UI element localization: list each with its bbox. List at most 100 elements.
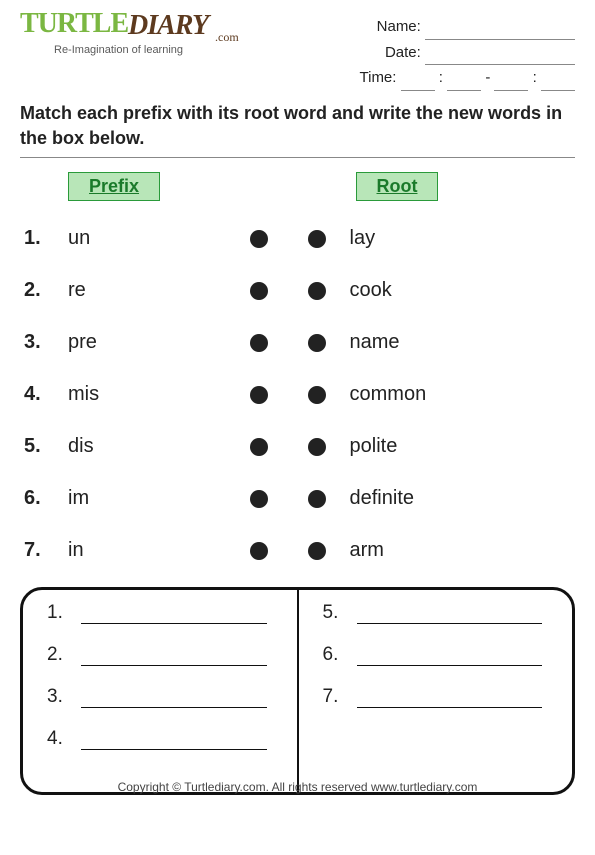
- row-number: 6.: [24, 487, 68, 510]
- row-number: 7.: [24, 539, 68, 562]
- match-dot-right[interactable]: [308, 542, 326, 560]
- match-dot-right[interactable]: [308, 282, 326, 300]
- worksheet-page: TURTLE DIARY .com Re-Imagination of lear…: [0, 0, 595, 855]
- row-number: 1.: [24, 227, 68, 250]
- root-row: definite: [298, 473, 572, 525]
- answer-input-line[interactable]: [81, 749, 267, 750]
- match-dot-left[interactable]: [250, 542, 268, 560]
- root-row: cook: [298, 265, 572, 317]
- divider: [20, 157, 575, 158]
- root-row: polite: [298, 421, 572, 473]
- answer-input-line[interactable]: [357, 665, 543, 666]
- meta-date-row: Date:: [360, 40, 576, 66]
- time-h1-line[interactable]: [401, 90, 435, 91]
- answer-number: 1.: [47, 602, 81, 624]
- prefix-word: mis: [68, 383, 250, 406]
- prefix-row: 1.un: [24, 213, 298, 265]
- root-word: definite: [350, 487, 572, 510]
- match-dot-right[interactable]: [308, 438, 326, 456]
- meta-name-row: Name:: [360, 14, 576, 40]
- prefix-word: im: [68, 487, 250, 510]
- match-dot-left[interactable]: [250, 490, 268, 508]
- match-dot-right[interactable]: [308, 230, 326, 248]
- answer-number: 5.: [323, 602, 357, 624]
- prefix-row: 4.mis: [24, 369, 298, 421]
- answer-box: 1. 2. 3. 4. 5. 6. 7.: [20, 587, 575, 795]
- root-word: common: [350, 383, 572, 406]
- answer-row: 7.: [323, 686, 555, 708]
- logo: TURTLE DIARY .com Re-Imagination of lear…: [20, 12, 250, 72]
- root-column: Root lay cook name common polite definite arm: [298, 172, 572, 577]
- answer-input-line[interactable]: [357, 623, 543, 624]
- prefix-row: 5.dis: [24, 421, 298, 473]
- answer-number: 7.: [323, 686, 357, 708]
- prefix-row: 7.in: [24, 525, 298, 577]
- row-number: 4.: [24, 383, 68, 406]
- time-label: Time:: [360, 69, 397, 86]
- time-sep3: :: [533, 69, 537, 86]
- row-number: 3.: [24, 331, 68, 354]
- prefix-word: dis: [68, 435, 250, 458]
- prefix-word: pre: [68, 331, 250, 354]
- root-header-chip: Root: [356, 172, 439, 201]
- footer-copyright: Copyright © Turtlediary.com. All rights …: [0, 780, 595, 794]
- root-word: lay: [350, 227, 572, 250]
- date-label: Date:: [385, 44, 421, 61]
- match-dot-left[interactable]: [250, 282, 268, 300]
- answer-row: 1.: [47, 602, 279, 624]
- row-number: 2.: [24, 279, 68, 302]
- prefix-word: re: [68, 279, 250, 302]
- match-dot-left[interactable]: [250, 230, 268, 248]
- prefix-word: in: [68, 539, 250, 562]
- logo-suffix: .com: [215, 30, 239, 45]
- logo-word-diary: DIARY: [128, 10, 208, 42]
- answer-row: 5.: [323, 602, 555, 624]
- root-word: polite: [350, 435, 572, 458]
- match-dot-left[interactable]: [250, 438, 268, 456]
- row-number: 5.: [24, 435, 68, 458]
- answer-row: 2.: [47, 644, 279, 666]
- prefix-row: 2.re: [24, 265, 298, 317]
- logo-word-turtle: TURTLE: [20, 8, 128, 40]
- time-m2-line[interactable]: [541, 90, 575, 91]
- answer-number: 2.: [47, 644, 81, 666]
- root-row: lay: [298, 213, 572, 265]
- prefix-word: un: [68, 227, 250, 250]
- time-sep2: -: [485, 69, 490, 86]
- match-dot-left[interactable]: [250, 334, 268, 352]
- prefix-row: 3.pre: [24, 317, 298, 369]
- root-row: arm: [298, 525, 572, 577]
- match-dot-left[interactable]: [250, 386, 268, 404]
- root-row: name: [298, 317, 572, 369]
- answer-input-line[interactable]: [357, 707, 543, 708]
- root-row: common: [298, 369, 572, 421]
- meta-time-row: Time: : - :: [360, 65, 576, 91]
- match-dot-right[interactable]: [308, 334, 326, 352]
- answer-number: 4.: [47, 728, 81, 750]
- answer-input-line[interactable]: [81, 623, 267, 624]
- answer-row: 3.: [47, 686, 279, 708]
- answer-input-line[interactable]: [81, 665, 267, 666]
- answer-col-right: 5. 6. 7.: [299, 590, 573, 792]
- answer-col-left: 1. 2. 3. 4.: [23, 590, 299, 792]
- prefix-row: 6.im: [24, 473, 298, 525]
- prefix-column: Prefix 1.un2.re3.pre4.mis5.dis6.im7.in: [24, 172, 298, 577]
- root-word: name: [350, 331, 572, 354]
- match-dot-right[interactable]: [308, 490, 326, 508]
- time-sep1: :: [439, 69, 443, 86]
- answer-number: 3.: [47, 686, 81, 708]
- matching-area: Prefix 1.un2.re3.pre4.mis5.dis6.im7.in R…: [20, 172, 575, 577]
- logo-tagline: Re-Imagination of learning: [54, 44, 183, 56]
- answer-row: 6.: [323, 644, 555, 666]
- root-word: arm: [350, 539, 572, 562]
- answer-number: 6.: [323, 644, 357, 666]
- header-row: TURTLE DIARY .com Re-Imagination of lear…: [20, 12, 575, 91]
- time-h2-line[interactable]: [494, 90, 528, 91]
- prefix-header-chip: Prefix: [68, 172, 160, 201]
- meta-block: Name: Date: Time: : - :: [360, 12, 576, 91]
- answer-input-line[interactable]: [81, 707, 267, 708]
- root-word: cook: [350, 279, 572, 302]
- match-dot-right[interactable]: [308, 386, 326, 404]
- time-m1-line[interactable]: [447, 90, 481, 91]
- answer-row: 4.: [47, 728, 279, 750]
